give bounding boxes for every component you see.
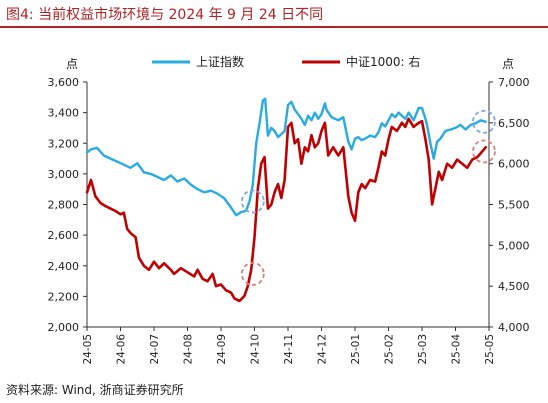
x-tick-label: 24-08 bbox=[183, 334, 195, 365]
right-y-tick-label: 4,000 bbox=[498, 321, 530, 334]
right-y-tick-label: 4,500 bbox=[498, 280, 530, 293]
right-y-tick-label: 7,000 bbox=[498, 76, 530, 89]
x-tick-label: 25-01 bbox=[350, 334, 362, 365]
left-y-tick-label: 3,400 bbox=[48, 107, 80, 120]
chart-legend: 上证指数 中证1000: 右 bbox=[152, 54, 420, 69]
x-tick-label: 24-05 bbox=[82, 334, 94, 365]
right-y-tick-label: 6,500 bbox=[498, 117, 530, 130]
x-tick-label: 25-05 bbox=[484, 334, 496, 365]
legend-label: 上证指数 bbox=[196, 54, 244, 69]
figure-title: 图4: 当前权益市场环境与 2024 年 9 月 24 日不同 bbox=[6, 7, 324, 23]
x-tick-label: 24-10 bbox=[250, 334, 262, 365]
x-tick-label: 24-06 bbox=[116, 334, 128, 365]
dashed-circle-marker bbox=[472, 139, 496, 164]
legend-label: 中证1000: 右 bbox=[346, 54, 420, 69]
dashed-circle-marker bbox=[472, 109, 496, 134]
left-axis-unit: 点 bbox=[66, 57, 78, 71]
x-tick-label: 24-12 bbox=[317, 334, 329, 365]
dashed-circle-marker bbox=[240, 189, 265, 214]
left-y-tick-label: 2,200 bbox=[48, 290, 80, 303]
source-note: 资料来源: Wind, 浙商证券研究所 bbox=[6, 383, 184, 397]
chart-lines bbox=[85, 97, 487, 303]
right-axis-unit: 点 bbox=[502, 57, 514, 71]
left-y-tick-label: 2,600 bbox=[48, 229, 80, 242]
left-y-tick-label: 2,800 bbox=[48, 199, 80, 212]
left-y-tick-label: 2,400 bbox=[48, 260, 80, 273]
series-line-csi1000 bbox=[85, 117, 487, 303]
x-tick-label: 25-02 bbox=[384, 334, 396, 365]
x-tick-label: 24-09 bbox=[216, 334, 228, 365]
chart-axes: 2,000 2,200 2,400 2,600 2,800 3,000 3,200 3,400… bbox=[48, 57, 530, 365]
dual-axis-line-chart: 2,000 2,200 2,400 2,600 2,800 3,000 3,200 3,400… bbox=[48, 54, 530, 365]
right-y-tick-label: 5,500 bbox=[498, 199, 530, 212]
right-y-tick-label: 6,000 bbox=[498, 158, 530, 171]
left-y-tick-label: 3,200 bbox=[48, 137, 80, 150]
title-divider bbox=[0, 26, 548, 28]
series-line-shanghai bbox=[85, 97, 487, 217]
x-tick-label: 25-03 bbox=[417, 334, 429, 365]
chart-annotations bbox=[240, 109, 496, 286]
x-tick-label: 24-11 bbox=[283, 334, 295, 365]
right-y-tick-label: 5,000 bbox=[498, 239, 530, 252]
left-y-tick-label: 3,600 bbox=[48, 76, 80, 89]
left-y-tick-label: 2,000 bbox=[48, 321, 80, 334]
left-y-tick-label: 3,000 bbox=[48, 168, 80, 181]
x-tick-label: 25-04 bbox=[451, 334, 463, 365]
dashed-circle-marker bbox=[240, 262, 265, 286]
x-tick-label: 24-07 bbox=[149, 334, 161, 365]
